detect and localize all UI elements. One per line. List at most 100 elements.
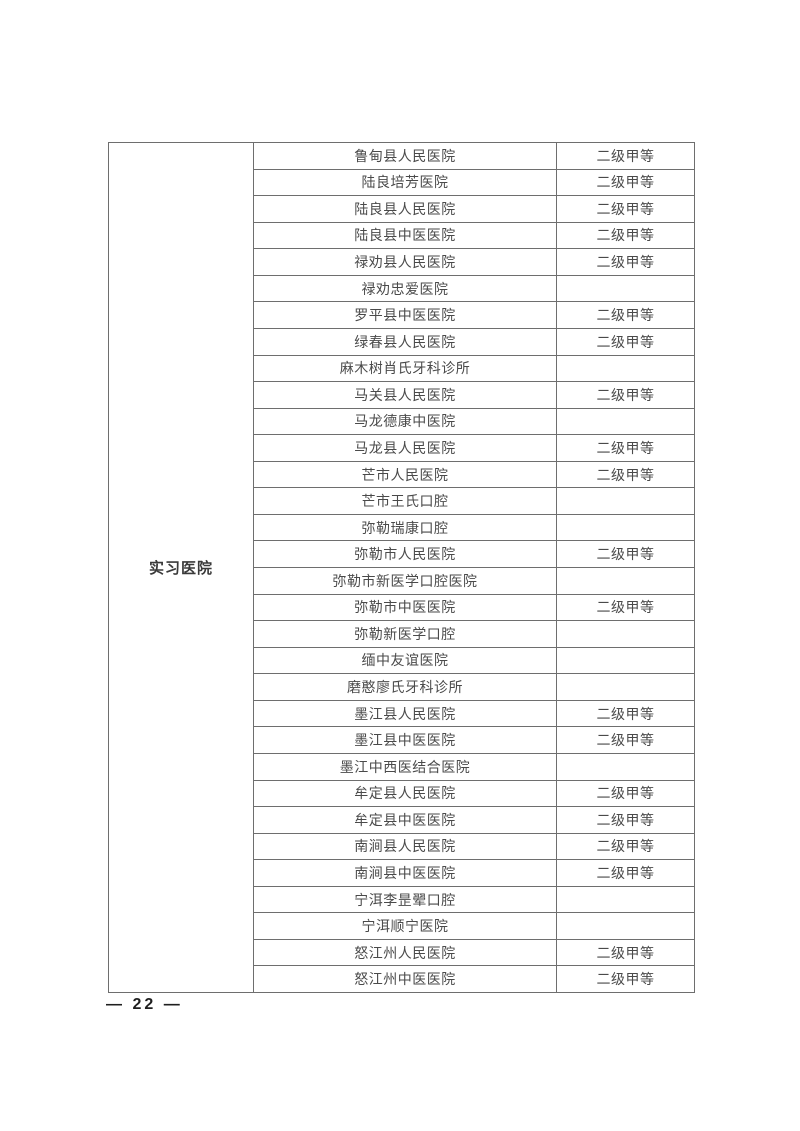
- hospital-grade-cell: 二级甲等: [596, 787, 655, 803]
- hospital-name-cell: 南涧县中医医院: [254, 860, 557, 886]
- hospital-grade-cell: 二级甲等: [596, 309, 655, 325]
- hospital-grade-cell: 二级甲等: [596, 176, 655, 192]
- table-row: 弥勒新医学口腔: [254, 621, 694, 648]
- table-row: 麻木树肖氏牙科诊所: [254, 355, 694, 383]
- table-row: 墨江县中医医院 二级甲等: [254, 727, 694, 754]
- table-rows-container: 鲁甸县人民医院 二级甲等 陆良培芳医院 二级甲等 陆良县人民医院 二级甲等 陆良…: [254, 143, 694, 992]
- hospital-name-cell: 缅中友谊医院: [254, 647, 557, 674]
- hospital-grade-cell: [557, 674, 694, 700]
- table-row: 马关县人民医院 二级甲等: [254, 382, 694, 409]
- table-row: 缅中友谊医院: [254, 647, 694, 675]
- table-row: 绿春县人民医院 二级甲等: [254, 328, 694, 356]
- hospital-name-cell: 鲁甸县人民医院: [254, 143, 557, 169]
- hospital-name-cell: 墨江县人民医院: [254, 700, 557, 727]
- hospital-grade-cell: 二级甲等: [596, 149, 655, 165]
- hospital-name-cell: 南涧县人民医院: [254, 833, 557, 860]
- hospital-grade-cell: [557, 754, 694, 780]
- hospital-grade-cell: [557, 913, 694, 939]
- hospital-name-cell: 宁洱李昰翚口腔: [254, 886, 557, 913]
- hospital-grade-cell: [557, 356, 694, 382]
- table-row: 鲁甸县人民医院 二级甲等: [254, 143, 694, 170]
- hospital-name-cell: 宁洱顺宁医院: [254, 913, 557, 939]
- hospital-grade-cell: 二级甲等: [596, 866, 655, 882]
- hospital-name-cell: 芒市王氏口腔: [254, 488, 557, 514]
- hospital-grade-cell: 二级甲等: [596, 202, 655, 218]
- table-row: 陆良县中医医院 二级甲等: [254, 222, 694, 250]
- table-row: 弥勒市中医医院 二级甲等: [254, 594, 694, 622]
- table-row: 怒江州人民医院 二级甲等: [254, 939, 694, 967]
- hospital-name-cell: 磨憨廖氏牙科诊所: [254, 674, 557, 700]
- hospital-name-cell: 马龙德康中医院: [254, 408, 557, 435]
- hospital-grade-cell: 二级甲等: [596, 707, 655, 723]
- table-row: 罗平县中医医院 二级甲等: [254, 302, 694, 329]
- hospital-name-cell: 怒江州中医医院: [254, 966, 557, 992]
- hospital-name-cell: 陆良培芳医院: [254, 169, 557, 196]
- hospital-grade-cell: 二级甲等: [596, 946, 655, 962]
- hospital-name-cell: 绿春县人民医院: [254, 328, 557, 355]
- hospital-grade-cell: 二级甲等: [596, 388, 655, 404]
- table-row: 牟定县人民医院 二级甲等: [254, 780, 694, 808]
- table-row: 马龙德康中医院: [254, 408, 694, 436]
- hospital-name-cell: 陆良县人民医院: [254, 196, 557, 222]
- hospital-grade-cell: 二级甲等: [596, 973, 655, 989]
- hospital-grade-cell: [557, 276, 694, 302]
- table-row: 磨憨廖氏牙科诊所: [254, 674, 694, 701]
- hospital-grade-table: 实习医院 鲁甸县人民医院 二级甲等 陆良培芳医院 二级甲等 陆良县人民医院 二级…: [108, 142, 695, 993]
- hospital-grade-cell: 二级甲等: [596, 734, 655, 750]
- hospital-name-cell: 芒市人民医院: [254, 461, 557, 488]
- hospital-name-cell: 墨江中西医结合医院: [254, 753, 557, 780]
- hospital-name-cell: 弥勒市中医医院: [254, 594, 557, 621]
- hospital-name-cell: 马关县人民医院: [254, 382, 557, 408]
- table-row: 芒市人民医院 二级甲等: [254, 461, 694, 489]
- hospital-grade-cell: 二级甲等: [596, 441, 655, 457]
- hospital-name-cell: 马龙县人民医院: [254, 435, 557, 461]
- table-row: 南涧县人民医院 二级甲等: [254, 833, 694, 861]
- hospital-grade-cell: [557, 621, 694, 647]
- table-row: 宁洱顺宁医院: [254, 913, 694, 940]
- hospital-name-cell: 麻木树肖氏牙科诊所: [254, 355, 557, 382]
- table-row: 墨江中西医结合医院: [254, 753, 694, 781]
- table-row: 南涧县中医医院 二级甲等: [254, 860, 694, 887]
- hospital-grade-cell: [557, 515, 694, 541]
- table-row: 墨江县人民医院 二级甲等: [254, 700, 694, 728]
- hospital-name-cell: 禄劝忠爱医院: [254, 275, 557, 302]
- hospital-grade-cell: 二级甲等: [596, 468, 655, 484]
- hospital-name-cell: 禄劝县人民医院: [254, 249, 557, 275]
- table-row: 弥勒瑞康口腔: [254, 514, 694, 542]
- table-row: 怒江州中医医院 二级甲等: [254, 966, 694, 992]
- hospital-grade-cell: [557, 488, 694, 514]
- hospital-grade-cell: 二级甲等: [596, 548, 655, 564]
- table-row: 马龙县人民医院 二级甲等: [254, 435, 694, 462]
- table-row: 陆良培芳医院 二级甲等: [254, 169, 694, 197]
- table-row: 芒市王氏口腔: [254, 488, 694, 515]
- table-row: 弥勒市人民医院 二级甲等: [254, 541, 694, 568]
- table-row: 弥勒市新医学口腔医院: [254, 568, 694, 595]
- table-row: 禄劝忠爱医院: [254, 275, 694, 303]
- hospital-grade-cell: 二级甲等: [596, 601, 655, 617]
- hospital-name-cell: 墨江县中医医院: [254, 727, 557, 753]
- hospital-name-cell: 弥勒市新医学口腔医院: [254, 568, 557, 594]
- hospital-grade-cell: [557, 648, 694, 674]
- table-row: 禄劝县人民医院 二级甲等: [254, 249, 694, 276]
- hospital-name-cell: 罗平县中医医院: [254, 302, 557, 328]
- hospital-name-cell: 弥勒瑞康口腔: [254, 514, 557, 541]
- hospital-grade-cell: [557, 568, 694, 594]
- row-span-label-internship-hospitals: 实习医院: [109, 143, 254, 992]
- hospital-grade-cell: 二级甲等: [596, 813, 655, 829]
- hospital-name-cell: 弥勒市人民医院: [254, 541, 557, 567]
- hospital-grade-cell: 二级甲等: [596, 229, 655, 245]
- hospital-grade-cell: [557, 887, 694, 913]
- hospital-grade-cell: 二级甲等: [596, 840, 655, 856]
- table-row: 牟定县中医医院 二级甲等: [254, 807, 694, 834]
- hospital-grade-cell: 二级甲等: [596, 256, 655, 272]
- page-number: — 22 —: [106, 996, 183, 1013]
- hospital-name-cell: 弥勒新医学口腔: [254, 621, 557, 647]
- table-row: 陆良县人民医院 二级甲等: [254, 196, 694, 223]
- hospital-name-cell: 牟定县中医医院: [254, 807, 557, 833]
- hospital-name-cell: 牟定县人民医院: [254, 780, 557, 807]
- hospital-name-cell: 怒江州人民医院: [254, 939, 557, 966]
- hospital-grade-cell: [557, 409, 694, 435]
- hospital-name-cell: 陆良县中医医院: [254, 222, 557, 249]
- table-row: 宁洱李昰翚口腔: [254, 886, 694, 914]
